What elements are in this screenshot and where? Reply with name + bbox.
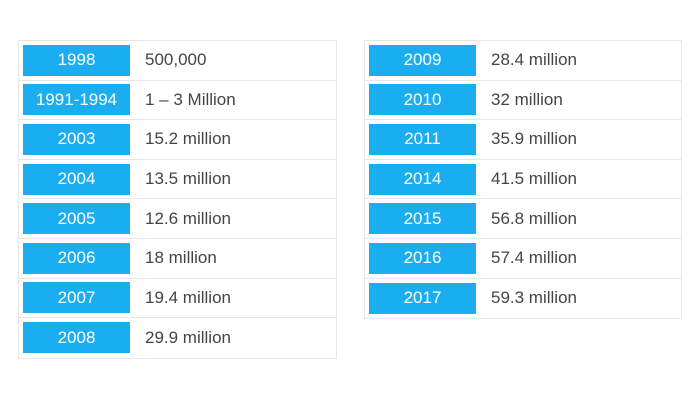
year-cell: 2005	[23, 203, 130, 235]
value-cell: 19.4 million	[145, 287, 231, 307]
year-cell: 1998	[23, 44, 130, 76]
table-row: 2007 19.4 million	[19, 279, 336, 319]
value-cell: 13.5 million	[145, 169, 231, 189]
right-table: 2009 28.4 million 2010 32 million 2011 3…	[364, 40, 682, 320]
year-cell: 2016	[369, 242, 476, 274]
table-row: 2011 35.9 million	[365, 120, 681, 160]
left-table: 1998 500,000 1991-1994 1 – 3 Million 200…	[18, 40, 337, 359]
table-row: 2008 29.9 million	[19, 318, 336, 358]
value-cell: 29.9 million	[145, 327, 231, 347]
value-cell: 28.4 million	[491, 50, 577, 70]
table-row: 2006 18 million	[19, 239, 336, 279]
value-cell: 500,000	[145, 50, 207, 70]
value-cell: 15.2 million	[145, 129, 231, 149]
table-row: 2015 56.8 million	[365, 199, 681, 239]
table-row: 1991-1994 1 – 3 Million	[19, 81, 336, 121]
year-cell: 2009	[369, 44, 476, 76]
table-row: 2016 57.4 million	[365, 239, 681, 279]
value-cell: 41.5 million	[491, 169, 577, 189]
year-cell: 2014	[369, 163, 476, 195]
year-cell: 2017	[369, 282, 476, 314]
year-cell: 1991-1994	[23, 84, 130, 116]
table-row: 2009 28.4 million	[365, 41, 681, 81]
value-cell: 57.4 million	[491, 248, 577, 268]
table-row: 2003 15.2 million	[19, 120, 336, 160]
table-row: 1998 500,000	[19, 41, 336, 81]
value-cell: 32 million	[491, 89, 563, 109]
table-row: 2010 32 million	[365, 81, 681, 121]
year-cell: 2015	[369, 203, 476, 235]
year-cell: 2004	[23, 163, 130, 195]
value-cell: 12.6 million	[145, 208, 231, 228]
table-row: 2004 13.5 million	[19, 160, 336, 200]
value-cell: 59.3 million	[491, 288, 577, 308]
year-cell: 2010	[369, 84, 476, 116]
table-row: 2014 41.5 million	[365, 160, 681, 200]
year-cell: 2011	[369, 123, 476, 155]
year-cell: 2006	[23, 242, 130, 274]
year-cell: 2007	[23, 282, 130, 314]
table-row: 2017 59.3 million	[365, 279, 681, 319]
year-cell: 2008	[23, 322, 130, 354]
value-cell: 56.8 million	[491, 208, 577, 228]
year-cell: 2003	[23, 123, 130, 155]
value-cell: 18 million	[145, 248, 217, 268]
value-cell: 35.9 million	[491, 129, 577, 149]
value-cell: 1 – 3 Million	[145, 89, 236, 109]
table-row: 2005 12.6 million	[19, 199, 336, 239]
